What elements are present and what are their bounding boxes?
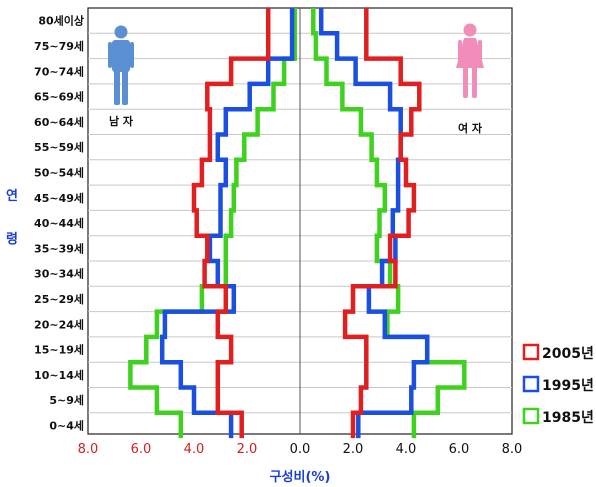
age-tick-label: 80세이상: [38, 14, 84, 28]
legend-swatch: [522, 407, 540, 425]
x-tick-label: 2.0: [343, 442, 364, 457]
legend-label: 1985년: [542, 410, 594, 426]
male-figure-icon: [108, 25, 134, 105]
age-tick-label: 0~4세: [49, 418, 84, 432]
age-tick-label: 50~54세: [34, 165, 84, 179]
male-label: 남 자: [109, 114, 134, 128]
age-tick-label: 65~69세: [34, 90, 84, 104]
age-tick-label: 35~39세: [34, 241, 84, 255]
series-group: [128, 8, 467, 439]
female-label: 여 자: [458, 121, 483, 135]
age-tick-label: 40~44세: [34, 216, 84, 230]
age-tick-label: 25~29세: [34, 292, 84, 306]
age-tick-label: 70~74세: [34, 64, 84, 78]
x-tick-label: 8.0: [502, 442, 523, 457]
age-tick-label: 15~19세: [34, 343, 84, 357]
series-1985년: [128, 8, 467, 439]
x-tick-label: 0.0: [290, 442, 311, 457]
x-tick-label: 2.0: [237, 442, 258, 457]
x-tick-label: 6.0: [131, 442, 152, 457]
male-step-line: [191, 8, 271, 439]
male-step-line: [159, 8, 295, 439]
y-axis-label-part-2: 령: [6, 232, 18, 247]
x-tick-label: 4.0: [184, 442, 205, 457]
legend-label: 2005년: [542, 346, 594, 362]
x-axis-ticks: 8.0 6.0 4.0 2.0 0.0 2.0 4.0 6.0 8.0: [78, 442, 523, 457]
age-tick-label: 10~14세: [34, 368, 84, 382]
age-tick-label: 75~79세: [34, 39, 84, 53]
age-tick-label: 45~49세: [34, 191, 84, 205]
x-tick-label: 8.0: [78, 442, 99, 457]
age-tick-label: 60~64세: [34, 115, 84, 129]
age-tick-label: 20~24세: [34, 317, 84, 331]
age-tick-label: 5~9세: [49, 393, 84, 407]
female-figure-icon: [456, 23, 484, 98]
series-2005년: [191, 8, 422, 439]
male-step-line: [128, 8, 297, 439]
x-tick-label: 4.0: [396, 442, 417, 457]
legend: 2005년 1995년 1985년: [522, 343, 594, 426]
x-tick-label: 6.0: [449, 442, 470, 457]
age-tick-label: 30~34세: [34, 267, 84, 281]
female-step-line: [342, 8, 422, 439]
legend-swatch: [522, 375, 540, 393]
female-step-line: [311, 8, 467, 439]
x-axis-label: 구성비(%): [270, 470, 331, 485]
age-labels: 80세이상 75~79세 70~74세 65~69세 60~64세 55~59세 50~54…: [34, 14, 84, 433]
legend-swatch: [522, 343, 540, 361]
y-axis-label-part-1: 연: [6, 189, 18, 204]
legend-label: 1995년: [542, 378, 594, 394]
age-tick-label: 55~59세: [34, 140, 84, 154]
